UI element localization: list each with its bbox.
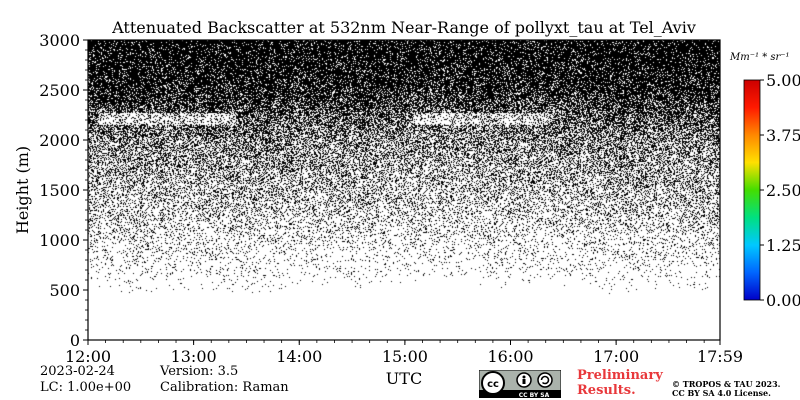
y-tick-label: 2000 [39,131,80,150]
x-tick-label: 12:00 [65,347,111,366]
y-tick-label: 1000 [39,231,80,250]
colorbar-bar [743,79,761,301]
y-tick-label: 0 [70,331,80,350]
y-axis: 0 500 1000 1500 2000 2500 3000 [39,31,88,350]
cc-license-badge: cc CC BY SA [479,370,561,398]
plot-area [87,39,721,341]
copyright-line1: © TROPOS & TAU 2023. [672,379,781,389]
noise-layer [88,40,720,340]
backscatter-noise-canvas [88,40,720,340]
y-axis-label: Height (m) [13,146,32,234]
cc-badge-text: CC BY SA [519,392,550,398]
copyright-line2: CC BY SA 4.0 License. [672,388,771,398]
x-axis: 12:00 13:00 14:00 15:00 16:00 17:00 17:59 [65,340,743,366]
y-tick-label: 500 [49,281,80,300]
colorbar-tick-label: 5.00 [766,71,800,90]
x-tick-label: 15:00 [382,347,428,366]
colorbar-tick-label: 2.50 [766,181,800,200]
colorbar: 0.00 1.25 2.50 3.75 5.00 [743,71,800,310]
version-label: Version: 3.5 [160,364,239,379]
preliminary-line1: Preliminary [577,368,663,383]
x-tick-label: 16:00 [487,347,533,366]
lc-label: LC: 1.00e+00 [40,380,132,395]
preliminary-line2: Results. [577,383,636,398]
colorbar-unit-label: Mm⁻¹ * sr⁻¹ [729,52,790,63]
x-tick-label: 17:59 [697,347,743,366]
y-tick-label: 1500 [39,181,80,200]
colorbar-tick-label: 3.75 [766,126,800,145]
calibration-label: Calibration: Raman [160,380,289,395]
x-tick-label: 14:00 [276,347,322,366]
x-tick-label: 17:00 [593,347,639,366]
x-axis-label: UTC [386,369,422,388]
colorbar-tick-label: 0.00 [766,291,800,310]
copyright-notice: © TROPOS & TAU 2023. CC BY SA 4.0 Licens… [672,380,780,398]
x-tick-label: 13:00 [171,347,217,366]
date-label: 2023-02-24 [40,364,115,379]
preliminary-notice: Preliminary Results. [577,368,663,398]
svg-text:cc: cc [487,379,499,390]
colorbar-tick-label: 1.25 [766,236,800,255]
y-tick-label: 2500 [39,81,80,100]
y-tick-label: 3000 [39,31,80,50]
chart-title: Attenuated Backscatter at 532nm Near-Ran… [111,18,696,37]
